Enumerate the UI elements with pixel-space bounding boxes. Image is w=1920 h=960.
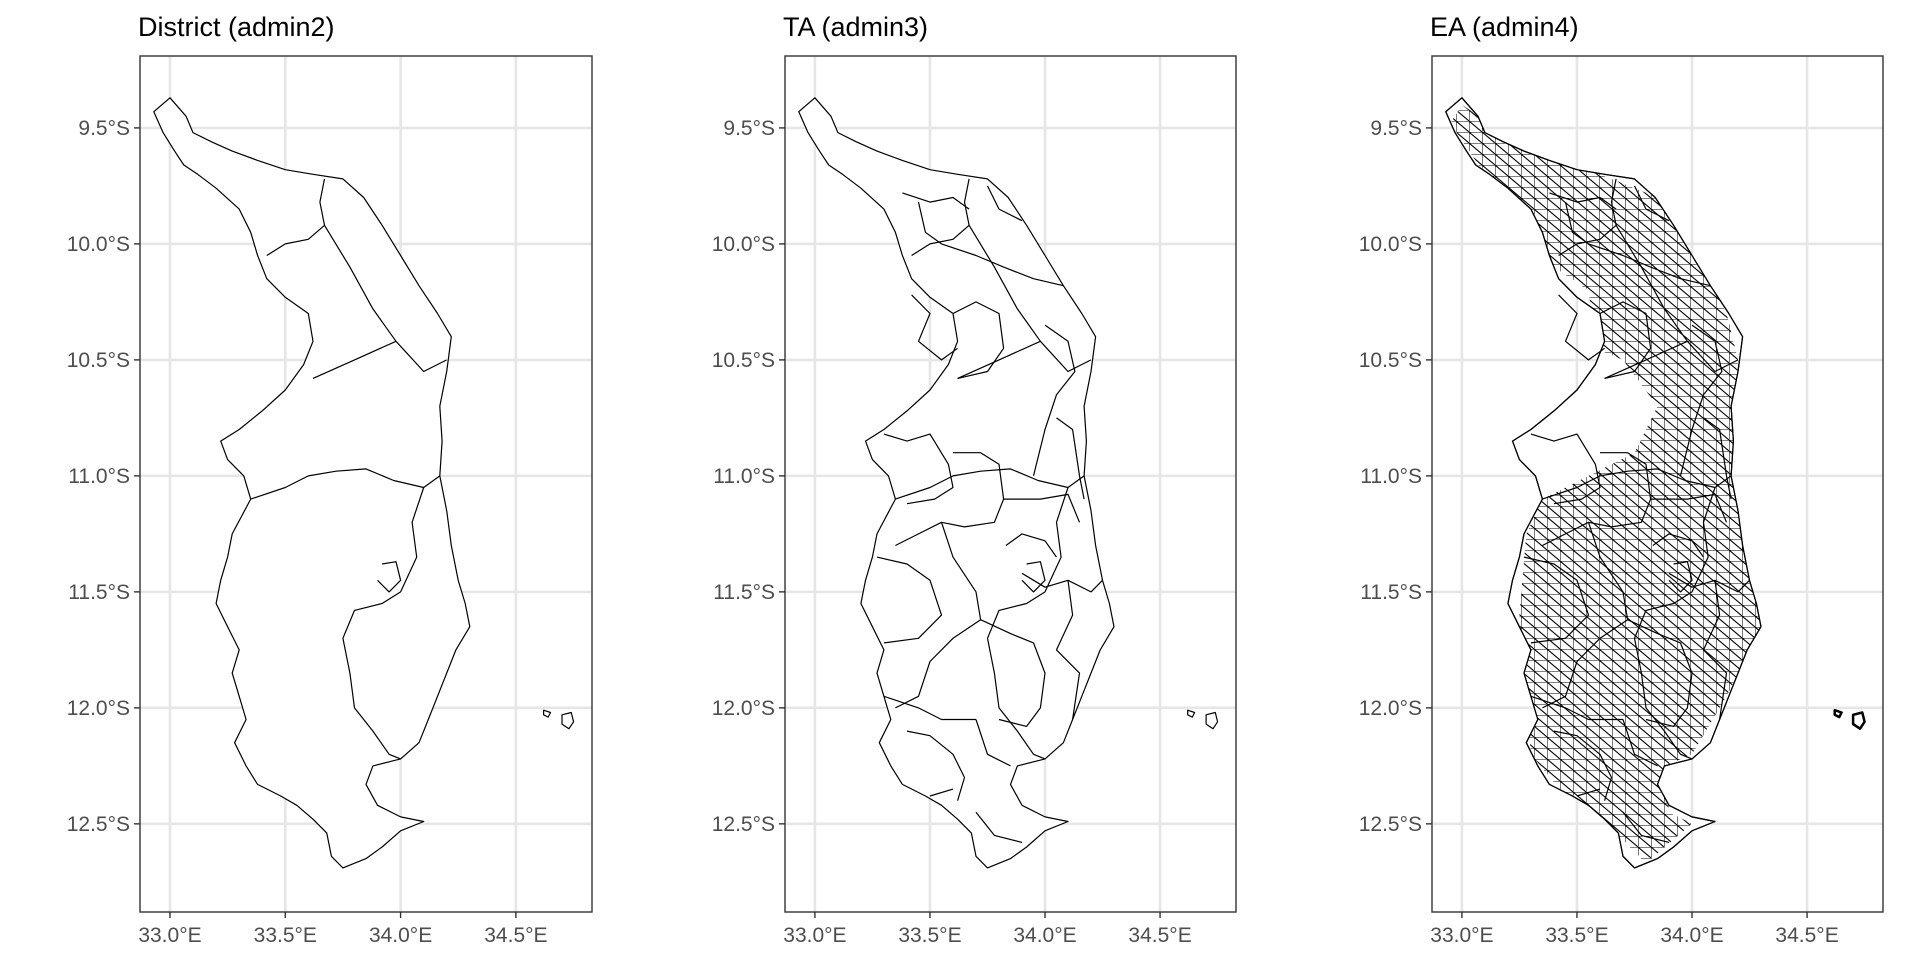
island-outline <box>1833 708 1843 719</box>
ta-boundary <box>980 619 1046 727</box>
x-tick-label: 33.0°E <box>138 924 201 947</box>
panel-ta: TA (admin3) 9.5°S 10.0°S 10.5°S 11.0°S 11.5°… <box>712 12 1237 947</box>
longitude-axis: 33.0°E 33.5°E 34.0°E 34.5°E <box>783 912 1192 947</box>
y-tick-label: 12.5°S <box>1359 813 1422 836</box>
ta-boundary <box>1056 417 1085 500</box>
country-outline <box>153 97 471 869</box>
ta-boundary <box>902 192 970 210</box>
district-boundary <box>312 340 397 379</box>
y-tick-label: 12.0°S <box>712 697 775 720</box>
island-outline <box>1205 711 1219 730</box>
y-tick-label: 12.5°S <box>67 813 130 836</box>
panel-ea: EA (admin4) 9.5°S 10.0°S 10.5°S 11.0°S 11.5°… <box>1359 12 1884 947</box>
district-boundary <box>895 468 1085 500</box>
y-tick-label: 9.5°S <box>78 117 130 140</box>
ta-boundary <box>941 243 1064 287</box>
panel-title: EA (admin4) <box>1430 12 1579 42</box>
ta-boundary <box>906 730 966 801</box>
x-tick-label: 34.0°E <box>369 924 432 947</box>
district-boundary <box>968 224 1092 373</box>
latitude-axis: 9.5°S 10.0°S 10.5°S 11.0°S 11.5°S 12.0°S 12.5°… <box>1359 117 1432 836</box>
district-boundary <box>957 340 1041 379</box>
country-outline <box>1445 97 1762 869</box>
ta-boundary <box>911 294 958 361</box>
y-tick-label: 11.5°S <box>713 581 775 604</box>
ta-boundary <box>975 719 1011 767</box>
y-tick-label: 12.5°S <box>712 813 775 836</box>
ta-boundary <box>895 452 1005 547</box>
y-tick-label: 10.0°S <box>712 233 775 256</box>
y-tick-label: 11.5°S <box>1360 581 1422 604</box>
island-outline <box>1851 711 1866 730</box>
ta-boundary <box>1055 580 1081 720</box>
longitude-axis: 33.0°E 33.5°E 34.0°E 34.5°E <box>1430 912 1839 947</box>
district-boundary <box>266 178 326 257</box>
ta-boundary <box>929 788 954 797</box>
panel-border <box>784 55 1237 913</box>
y-tick-label: 11.0°S <box>1360 465 1422 488</box>
district-boundary <box>377 561 402 593</box>
island-outline <box>1187 709 1196 718</box>
district-boundary <box>986 487 1069 760</box>
ta-boundary <box>883 433 954 505</box>
y-tick-label: 11.0°S <box>713 465 775 488</box>
x-tick-label: 34.5°E <box>1775 924 1838 947</box>
ta-boundary <box>952 301 1005 379</box>
ta-boundary <box>975 811 1023 843</box>
y-tick-label: 11.0°S <box>68 465 130 488</box>
ta-boundary <box>1003 493 1081 523</box>
ta-boundary <box>1558 294 1605 361</box>
x-tick-label: 34.5°E <box>1128 924 1191 947</box>
panel-border <box>1431 55 1884 913</box>
x-tick-label: 33.5°E <box>1545 924 1608 947</box>
country-outline <box>798 97 1115 869</box>
y-tick-label: 9.5°S <box>723 117 775 140</box>
y-tick-label: 9.5°S <box>1370 117 1422 140</box>
y-tick-label: 10.5°S <box>712 349 775 372</box>
latitude-axis: 9.5°S 10.0°S 10.5°S 11.0°S 11.5°S 12.0°S 12.5°… <box>67 117 140 836</box>
x-tick-label: 34.0°E <box>1013 924 1076 947</box>
district-boundary <box>911 178 970 257</box>
y-tick-label: 12.0°S <box>1359 697 1422 720</box>
ta-boundary <box>883 695 976 721</box>
panel-title: District (admin2) <box>138 12 335 42</box>
y-tick-label: 10.0°S <box>67 233 130 256</box>
ta-boundary <box>1005 533 1057 558</box>
x-tick-label: 33.5°E <box>898 924 961 947</box>
x-tick-label: 33.0°E <box>1430 924 1493 947</box>
panel-district: District (admin2) 9.5°S 10.0°S 10.5°S 11.0°… <box>67 12 593 947</box>
island-outline <box>543 709 552 718</box>
ta-boundary <box>895 522 982 709</box>
x-tick-label: 33.0°E <box>783 924 846 947</box>
district-boundary <box>323 224 447 373</box>
y-tick-label: 12.0°S <box>67 697 130 720</box>
district-map <box>153 97 575 869</box>
latitude-axis: 9.5°S 10.0°S 10.5°S 11.0°S 11.5°S 12.0°S 12.5°… <box>712 117 785 836</box>
district-boundary <box>250 468 441 500</box>
panel-border <box>139 55 593 913</box>
x-tick-label: 33.5°E <box>254 924 317 947</box>
y-tick-label: 11.5°S <box>68 581 130 604</box>
island-outline <box>561 711 575 730</box>
ta-map <box>798 97 1219 869</box>
y-tick-label: 10.5°S <box>1359 349 1422 372</box>
ta-boundary <box>1032 324 1076 477</box>
panel-title: TA (admin3) <box>783 12 928 42</box>
longitude-axis: 33.0°E 33.5°E 34.0°E 34.5°E <box>138 912 548 947</box>
x-tick-label: 34.0°E <box>1660 924 1723 947</box>
ta-boundary <box>917 201 942 245</box>
ta-boundary <box>986 185 1023 222</box>
y-tick-label: 10.5°S <box>67 349 130 372</box>
y-tick-label: 10.0°S <box>1359 233 1422 256</box>
ta-boundary <box>876 556 943 644</box>
x-tick-label: 34.5°E <box>484 924 547 947</box>
district-boundary <box>1021 561 1046 593</box>
district-boundary <box>342 487 425 760</box>
